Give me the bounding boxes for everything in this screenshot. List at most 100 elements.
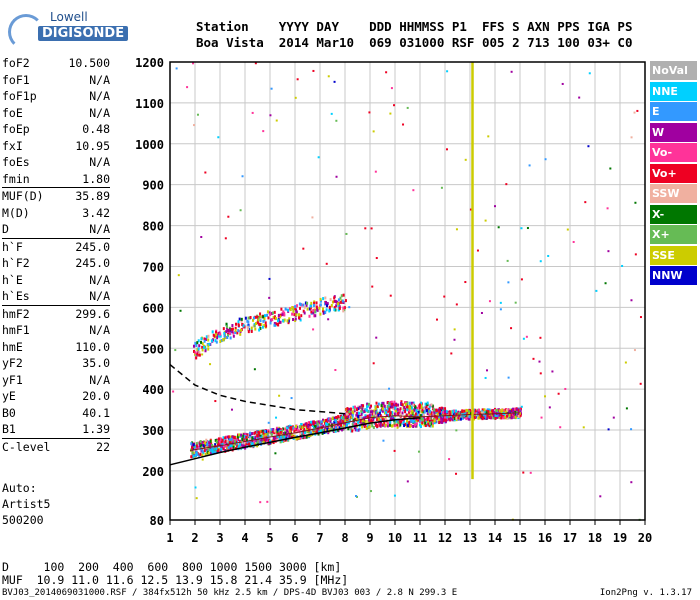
echo-point (419, 414, 422, 418)
noise-point (294, 96, 297, 99)
noise-point (186, 86, 189, 89)
echo-point (433, 421, 436, 425)
echo-point (423, 410, 426, 414)
echo-point (261, 432, 264, 436)
param-name: foE (2, 105, 23, 120)
echo-point (264, 321, 267, 325)
echo-point (222, 338, 225, 342)
echo-point (334, 308, 337, 312)
echo-point (264, 429, 267, 433)
echo-point (293, 313, 296, 317)
noise-point (311, 216, 314, 219)
echo-point (428, 405, 431, 409)
echo-point (251, 436, 254, 440)
noise-point (548, 406, 551, 409)
echo-point (459, 417, 462, 421)
echo-point (259, 434, 262, 438)
echo-point (384, 418, 387, 422)
echo-point (333, 296, 336, 300)
echo-point (410, 401, 413, 405)
echo-point (414, 412, 417, 416)
echo-point (300, 423, 303, 427)
echo-point (366, 402, 369, 406)
echo-point (250, 329, 253, 333)
noise-point (633, 349, 636, 352)
echo-point (345, 414, 348, 418)
echo-point (201, 446, 204, 450)
echo-point (194, 444, 197, 448)
echo-point (277, 315, 280, 319)
echo-point (279, 428, 282, 432)
echo-point (253, 316, 256, 320)
param-row: yE 20.0 (2, 388, 110, 405)
noise-point (371, 285, 374, 288)
echo-point (365, 408, 368, 412)
noise-point (372, 130, 375, 133)
echo-point (197, 441, 200, 445)
echo-point (481, 411, 484, 415)
echo-point (194, 352, 197, 356)
echo-point (340, 416, 343, 420)
echo-point (455, 416, 458, 420)
echo-point (312, 311, 315, 315)
echo-point (348, 410, 351, 414)
echo-point (515, 415, 518, 419)
echo-point (355, 413, 358, 417)
echo-point (435, 408, 438, 412)
echo-point (387, 413, 390, 417)
echo-point (319, 297, 322, 301)
param-row: h`Es N/A (2, 288, 110, 305)
echo-point (368, 414, 371, 418)
noise-point (330, 112, 333, 115)
echo-point (316, 307, 319, 311)
noise-point (520, 227, 523, 230)
echo-point (273, 310, 276, 314)
echo-point (301, 426, 304, 430)
echo-point (255, 439, 258, 443)
echo-point (207, 451, 210, 455)
echo-point (342, 419, 345, 423)
echo-point (445, 415, 448, 419)
echo-point (198, 344, 201, 348)
noise-point (269, 468, 272, 471)
echo-point (329, 420, 332, 424)
echo-point (252, 439, 255, 443)
echo-point (315, 430, 318, 434)
noise-point (270, 87, 273, 90)
echo-point (359, 418, 362, 422)
echo-point (200, 340, 203, 344)
echo-point (510, 409, 513, 413)
echo-point (401, 403, 404, 407)
noise-point (487, 135, 490, 138)
echo-point (330, 304, 333, 308)
echo-point (342, 293, 345, 297)
param-name: C-level (2, 439, 51, 454)
echo-point (294, 317, 297, 321)
noise-point (566, 228, 569, 231)
noise-point (604, 282, 607, 285)
echo-point (412, 403, 415, 407)
echo-point (451, 410, 454, 414)
echo-point (245, 438, 248, 442)
echo-point (324, 427, 327, 431)
echo-point (448, 414, 451, 418)
echo-point (293, 307, 296, 311)
echo-point (302, 432, 305, 436)
echo-point (199, 452, 202, 456)
echo-point (441, 420, 444, 424)
echo-point (444, 420, 447, 424)
echo-point (376, 405, 379, 409)
echo-point (440, 408, 443, 412)
echo-point (412, 419, 415, 423)
echo-point (488, 410, 491, 414)
echo-point (358, 427, 361, 431)
echo-point (302, 309, 305, 313)
echo-point (372, 425, 375, 429)
noise-point (267, 421, 270, 424)
echo-point (347, 427, 350, 431)
echo-point (483, 408, 486, 412)
echo-point (387, 406, 390, 410)
echo-point (253, 324, 256, 328)
echo-point (386, 422, 389, 426)
echo-point (445, 410, 448, 414)
